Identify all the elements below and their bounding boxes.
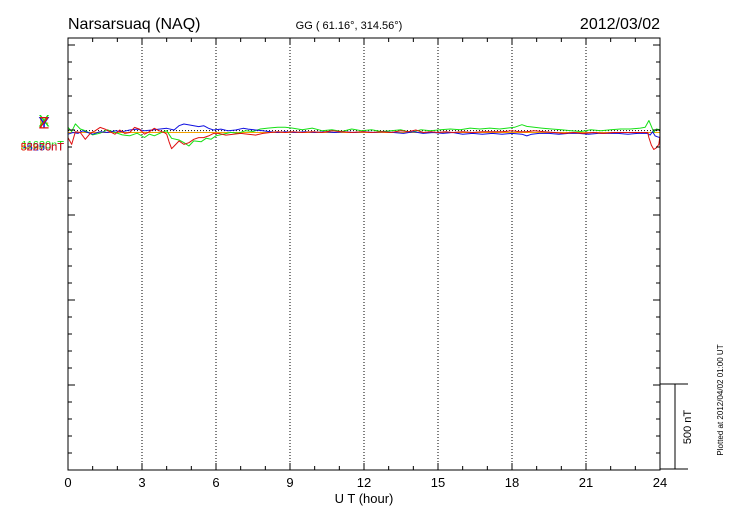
series-baseline-value-Z: 52970nT [21,142,65,154]
series-baseline-value-Y: -5250nT [23,142,64,154]
series-line-Z [67,126,661,150]
x-tick-label-21: 21 [579,475,593,490]
x-tick-label-0: 0 [64,475,71,490]
series-name-Y: Y [38,114,49,133]
x-tick-label-15: 15 [431,475,445,490]
x-tick-label-18: 18 [505,475,519,490]
x-tick-labels: 0 3 6 9 12 15 18 21 24 [64,475,667,490]
gridlines [68,38,660,470]
series-baseline-value-F: 88880nT [21,142,65,154]
series-name-X: X [38,112,49,131]
series-line-X [67,120,661,147]
series-baseline-value-X: 11680nT [21,140,64,152]
x-tick-label-3: 3 [138,475,145,490]
x-tick-label-24: 24 [653,475,667,490]
scale-bar-label: 500 nT [682,410,694,445]
chart-date: 2012/03/02 [580,16,660,33]
series-labels: F 88880nT X 11680nT Y -5250nT Z 52970nT [21,112,65,154]
x-tick-label-9: 9 [286,475,293,490]
plot-frame [67,37,661,471]
series-name-Z: Z [39,114,49,133]
x-tick-label-6: 6 [212,475,219,490]
chart-subtitle: GG ( 61.16°, 314.56°) [296,20,403,32]
series-layer [67,120,661,150]
series-name-F: F [39,114,49,133]
chart-title: Narsarsuaq (NAQ) [68,16,200,33]
x-axis-label: U T (hour) [335,491,394,506]
series-line-Y [67,123,661,139]
x-tick-label-12: 12 [357,475,371,490]
scale-bar: 500 nT [660,383,694,470]
plot-footer: Plotted at 2012/04/02 01:00 UT [716,344,725,455]
